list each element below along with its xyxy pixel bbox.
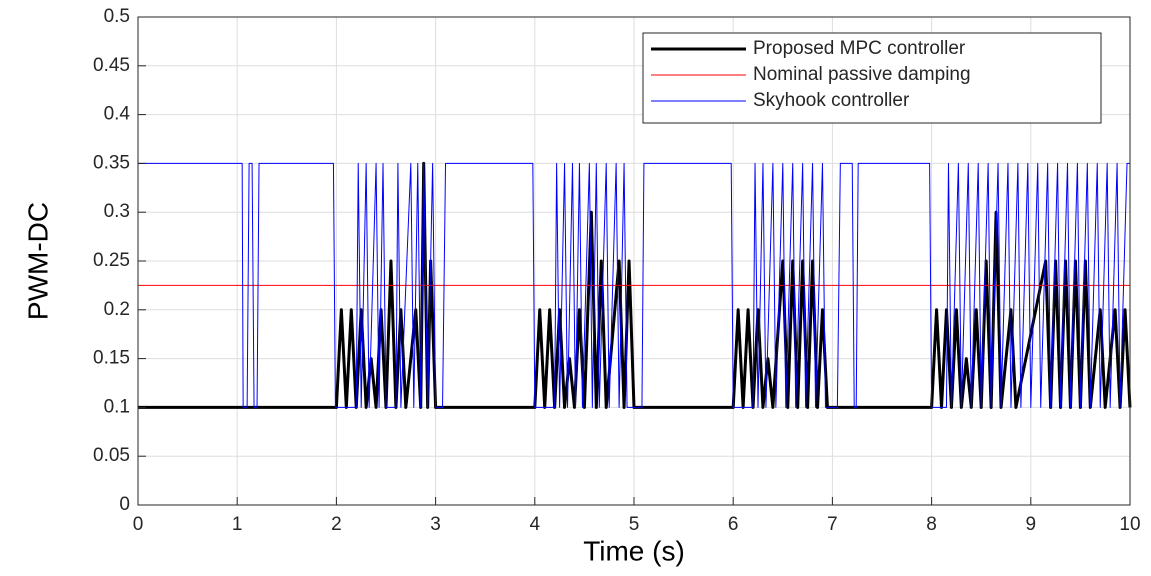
x-tick-label: 7 — [827, 514, 838, 535]
x-axis-label: Time (s) — [583, 535, 685, 566]
y-tick-label: 0.4 — [104, 104, 131, 125]
y-tick-label: 0.5 — [104, 6, 130, 27]
legend-label: Proposed MPC controller — [753, 38, 966, 59]
x-tick-label: 5 — [629, 514, 640, 535]
x-tick-label: 4 — [530, 514, 541, 535]
legend: Proposed MPC controller Nominal passive d… — [642, 32, 1102, 124]
plot-lines — [138, 161, 1132, 409]
y-tick-label: 0.1 — [104, 396, 130, 417]
legend-label: Skyhook controller — [753, 90, 910, 111]
y-tick-label: 0.25 — [93, 250, 130, 271]
y-tick-label: 0.45 — [93, 55, 130, 76]
ticks: 0 0.05 0.1 0.15 0.2 0.25 0.3 0.35 0.4 0.45 0.5 0 1 2 3… — [93, 6, 1141, 535]
legend-label: Nominal passive damping — [753, 64, 971, 85]
x-tick-label: 8 — [926, 514, 937, 535]
x-tick-label: 9 — [1026, 514, 1037, 535]
x-tick-label: 10 — [1119, 514, 1140, 535]
x-tick-label: 1 — [232, 514, 243, 535]
y-tick-label: 0.3 — [104, 201, 130, 222]
y-tick-label: 0.05 — [93, 445, 130, 466]
y-axis-label: PWM-DC — [22, 202, 53, 320]
x-tick-label: 0 — [133, 514, 144, 535]
y-tick-label: 0.35 — [93, 152, 130, 173]
y-tick-label: 0.2 — [104, 299, 130, 320]
series-line — [138, 161, 1132, 409]
x-tick-label: 6 — [728, 514, 739, 535]
x-tick-label: 2 — [331, 514, 342, 535]
y-tick-label: 0 — [119, 494, 130, 515]
y-tick-label: 0.15 — [93, 348, 130, 369]
series-line — [138, 162, 1130, 408]
x-tick-label: 3 — [430, 514, 441, 535]
